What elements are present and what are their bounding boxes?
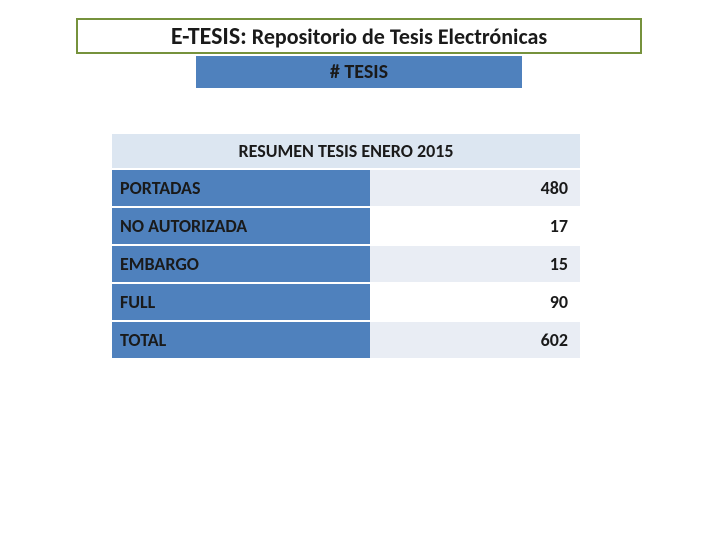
table-row: EMBARGO15 [112, 244, 580, 282]
subtitle-text: # TESIS [330, 60, 388, 84]
row-value: 480 [370, 168, 580, 206]
row-value: 90 [370, 282, 580, 320]
row-label: PORTADAS [112, 168, 370, 206]
table-row: NO AUTORIZADA17 [112, 206, 580, 244]
row-value: 602 [370, 320, 580, 358]
subtitle-box: # TESIS [196, 56, 522, 88]
summary-table: RESUMEN TESIS ENERO 2015 PORTADAS480NO A… [112, 134, 580, 358]
row-label: FULL [112, 282, 370, 320]
row-value: 17 [370, 206, 580, 244]
title-prefix: E-TESIS: [171, 22, 247, 51]
title-box: E-TESIS: Repositorio de Tesis Electrónic… [76, 18, 642, 54]
row-label: TOTAL [112, 320, 370, 358]
row-label: NO AUTORIZADA [112, 206, 370, 244]
title-suffix: Repositorio de Tesis Electrónicas [247, 23, 547, 50]
slide: E-TESIS: Repositorio de Tesis Electrónic… [0, 0, 720, 540]
page-title: E-TESIS: Repositorio de Tesis Electrónic… [171, 22, 547, 51]
table-header: RESUMEN TESIS ENERO 2015 [112, 134, 580, 168]
table-row: FULL90 [112, 282, 580, 320]
table-row: TOTAL602 [112, 320, 580, 358]
row-value: 15 [370, 244, 580, 282]
table-row: PORTADAS480 [112, 168, 580, 206]
row-label: EMBARGO [112, 244, 370, 282]
